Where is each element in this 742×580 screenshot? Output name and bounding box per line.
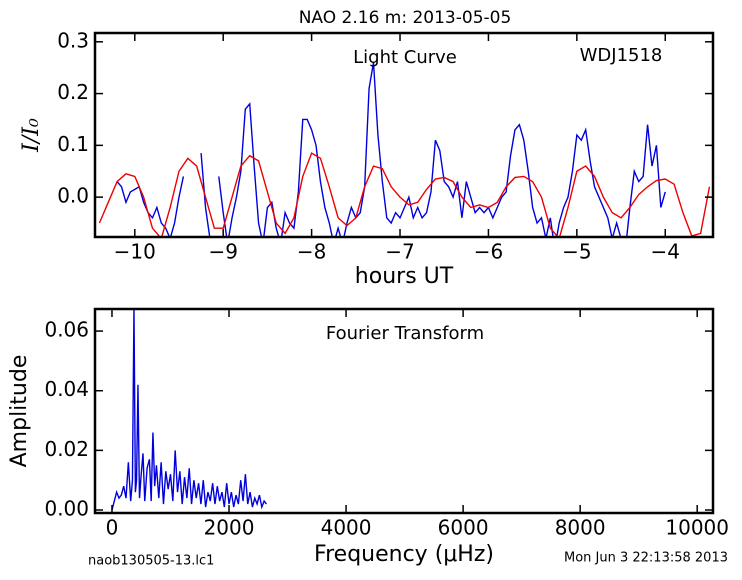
y-tick-label: 0.0 — [57, 184, 89, 208]
y-tick-label: 0.06 — [44, 318, 89, 342]
x-tick-label: −4 — [651, 240, 680, 264]
data-line — [98, 152, 711, 237]
y-tick-label: 0.2 — [57, 80, 89, 104]
annotation: Light Curve — [353, 47, 457, 68]
x-tick-label: 10000 — [665, 516, 729, 540]
data-line — [200, 153, 211, 237]
figure-title: NAO 2.16 m: 2013-05-05 — [299, 8, 512, 28]
y-tick-label: 0.3 — [57, 28, 89, 52]
x-tick-label: −9 — [208, 240, 237, 264]
x-axis-label: Frequency (μHz) — [314, 542, 494, 567]
x-tick-label: −8 — [297, 240, 326, 264]
x-tick-label: 4000 — [321, 516, 372, 540]
footer-left: naob130505-13.lc1 — [88, 554, 214, 569]
data-line — [111, 309, 268, 511]
plot-frame — [93, 31, 715, 239]
x-axis-label: hours UT — [355, 264, 454, 289]
annotation: Fourier Transform — [326, 323, 484, 344]
y-tick-label: 0.1 — [57, 132, 89, 156]
x-tick-label: 6000 — [438, 516, 489, 540]
y-axis-label: I/I₀ — [19, 118, 44, 153]
x-tick-label: −5 — [562, 240, 591, 264]
x-tick-label: 2000 — [204, 516, 255, 540]
plot-frame — [93, 307, 715, 515]
data-line — [116, 176, 185, 237]
x-tick-label: 8000 — [555, 516, 606, 540]
y-axis-label: Amplitude — [7, 355, 32, 468]
y-tick-label: 0.04 — [44, 377, 89, 401]
footer-right: Mon Jun 3 22:13:58 2013 — [564, 551, 728, 566]
y-tick-label: 0.02 — [44, 437, 89, 461]
annotation: WDJ1518 — [580, 45, 663, 66]
y-tick-label: 0.00 — [44, 497, 89, 521]
x-tick-label: −10 — [114, 240, 156, 264]
x-tick-label: 0 — [106, 516, 119, 540]
x-tick-label: −7 — [385, 240, 414, 264]
x-tick-label: −6 — [474, 240, 503, 264]
data-line — [218, 62, 666, 237]
